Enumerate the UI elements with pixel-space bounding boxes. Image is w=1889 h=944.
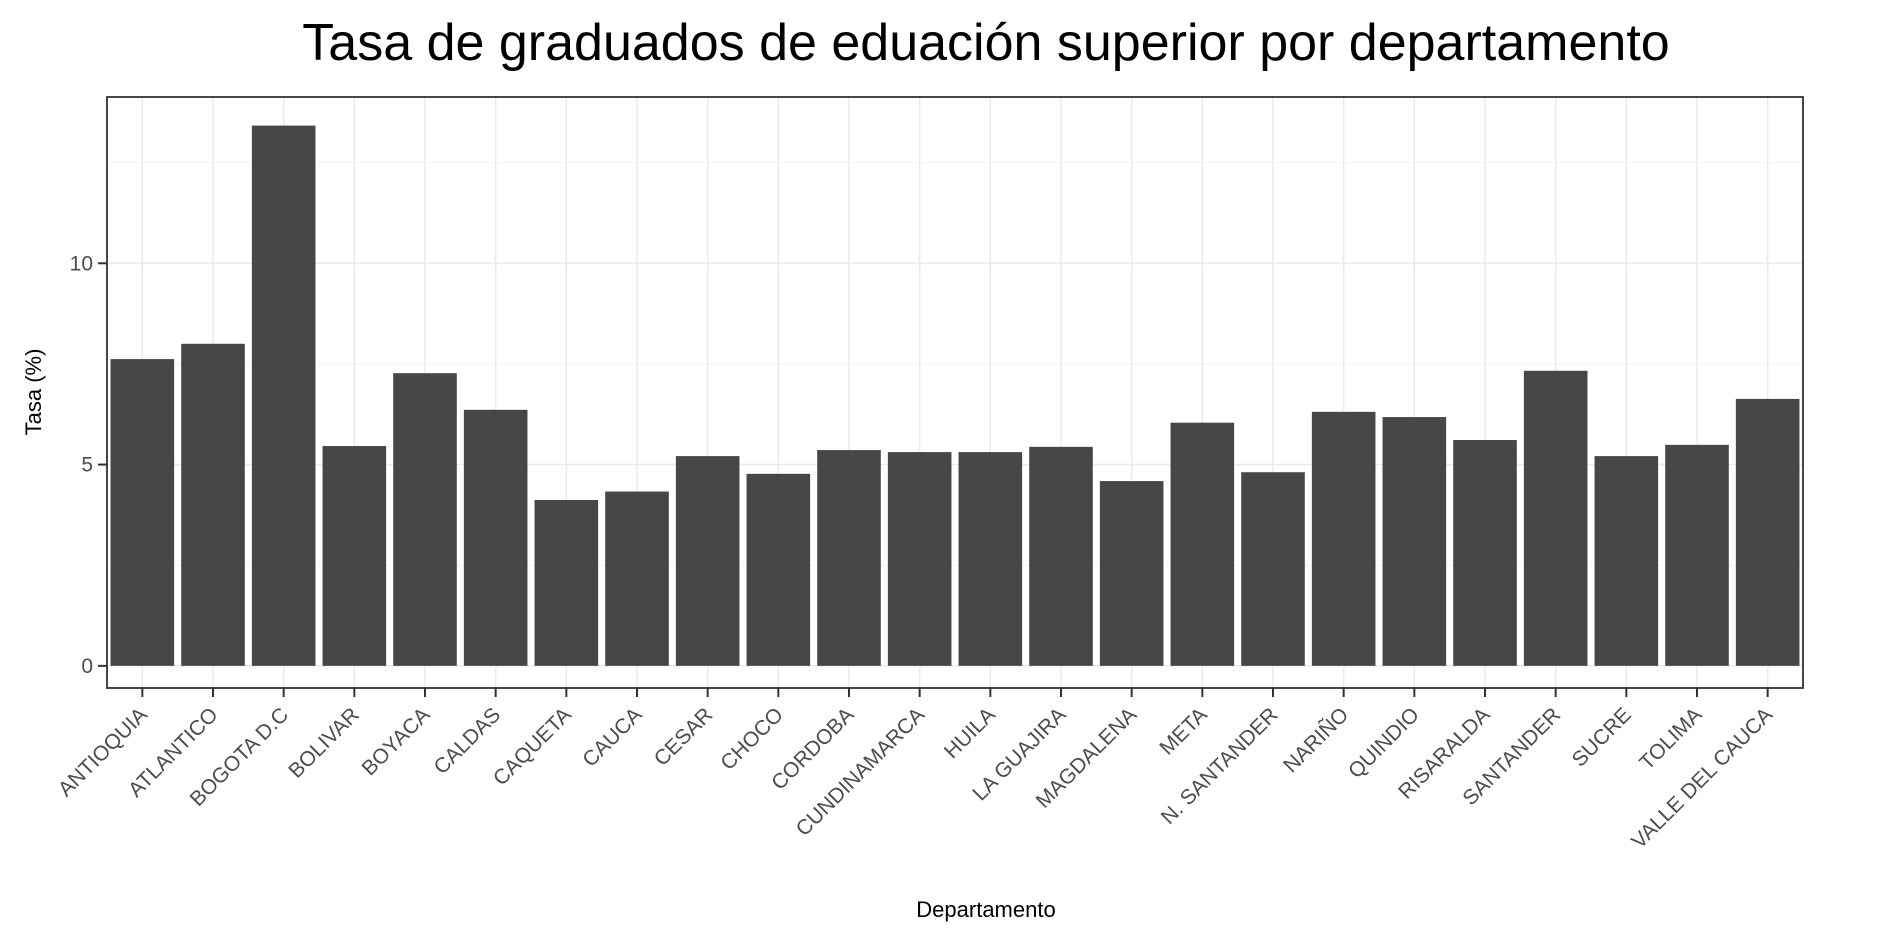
bar: [534, 499, 599, 666]
bar: [1453, 440, 1517, 666]
bar: [1523, 370, 1588, 666]
bar: [675, 456, 740, 666]
bar: [393, 373, 457, 666]
bar: [463, 409, 528, 666]
bar: [181, 343, 245, 666]
bar: [1241, 472, 1305, 666]
bar: [1665, 444, 1729, 666]
bar: [1029, 446, 1093, 666]
y-tick-label: 10: [70, 252, 93, 275]
bar: [746, 473, 811, 666]
bar: [817, 450, 881, 666]
x-axis-title: Departamento: [916, 897, 1055, 922]
bar: [1099, 481, 1164, 666]
bar: [1170, 422, 1235, 666]
bar: [887, 452, 952, 666]
bar: [110, 359, 175, 666]
bar: [1594, 456, 1659, 666]
bar: [1382, 417, 1447, 666]
y-axis: 0 5 10: [70, 252, 107, 678]
bar: [322, 446, 387, 666]
y-tick-label: 5: [81, 454, 93, 477]
bar: [1311, 411, 1376, 666]
bar: [1735, 398, 1800, 666]
chart-title: Tasa de graduados de eduación superior p…: [302, 14, 1669, 72]
y-tick-label: 0: [81, 655, 93, 678]
bar: [251, 125, 316, 666]
plot-panel-border: [106, 96, 1804, 689]
y-axis-title: Tasa (%): [21, 349, 46, 436]
bar: [958, 452, 1023, 666]
bar: [605, 491, 669, 666]
bars: [110, 125, 1800, 666]
